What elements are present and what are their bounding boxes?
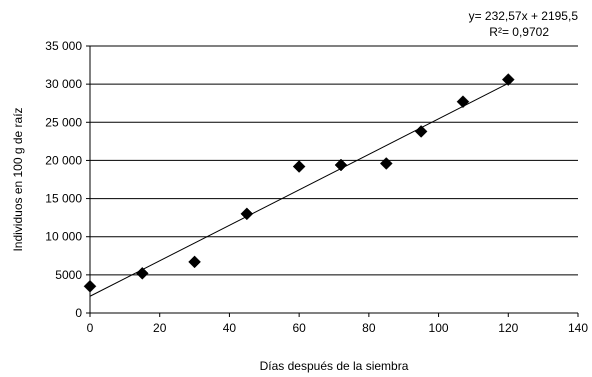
data-point	[501, 73, 515, 86]
data-point	[240, 207, 254, 221]
x-tick-label: 20	[153, 321, 167, 335]
data-point	[379, 157, 393, 170]
x-tick-label: 0	[87, 321, 94, 335]
data-point	[456, 95, 470, 109]
data-point	[188, 255, 201, 269]
y-tick-label: 30 000	[45, 77, 82, 91]
data-point	[414, 125, 428, 138]
data-point	[83, 279, 97, 293]
trendline-equation: y= 232,57x + 2195,5	[469, 9, 579, 23]
y-tick-label: 10 000	[45, 230, 82, 244]
trendline-r-squared: R²= 0,9702	[489, 25, 549, 39]
x-tick-label: 60	[292, 321, 306, 335]
y-axis-title: Individuos en 100 g de raíz	[11, 107, 25, 251]
data-point	[292, 160, 306, 173]
x-tick-label: 140	[568, 321, 588, 335]
x-tick-label: 40	[223, 321, 237, 335]
data-point	[135, 266, 149, 280]
y-tick-label: 25 000	[45, 115, 82, 129]
y-tick-label: 5000	[55, 268, 82, 282]
data-points	[83, 73, 515, 293]
x-tick-labels: 0 20 40 60 80 100 120 140	[87, 321, 589, 335]
y-tick-labels: 0 5000 10 000 15 000 20 000 25 000 30 000 35 00…	[45, 39, 82, 320]
x-tick-label: 120	[498, 321, 518, 335]
y-tick-label: 15 000	[45, 192, 82, 206]
y-tick-label: 0	[75, 306, 82, 320]
x-axis-title: Días después de la siembra	[260, 359, 409, 373]
trendline	[89, 82, 509, 297]
axes	[86, 45, 579, 317]
gridlines	[90, 45, 578, 276]
x-tick-label: 80	[362, 321, 376, 335]
y-tick-label: 20 000	[45, 153, 82, 167]
x-tick-label: 100	[429, 321, 449, 335]
data-point	[334, 158, 348, 172]
y-tick-label: 35 000	[45, 39, 82, 53]
trendline-group	[89, 82, 509, 297]
